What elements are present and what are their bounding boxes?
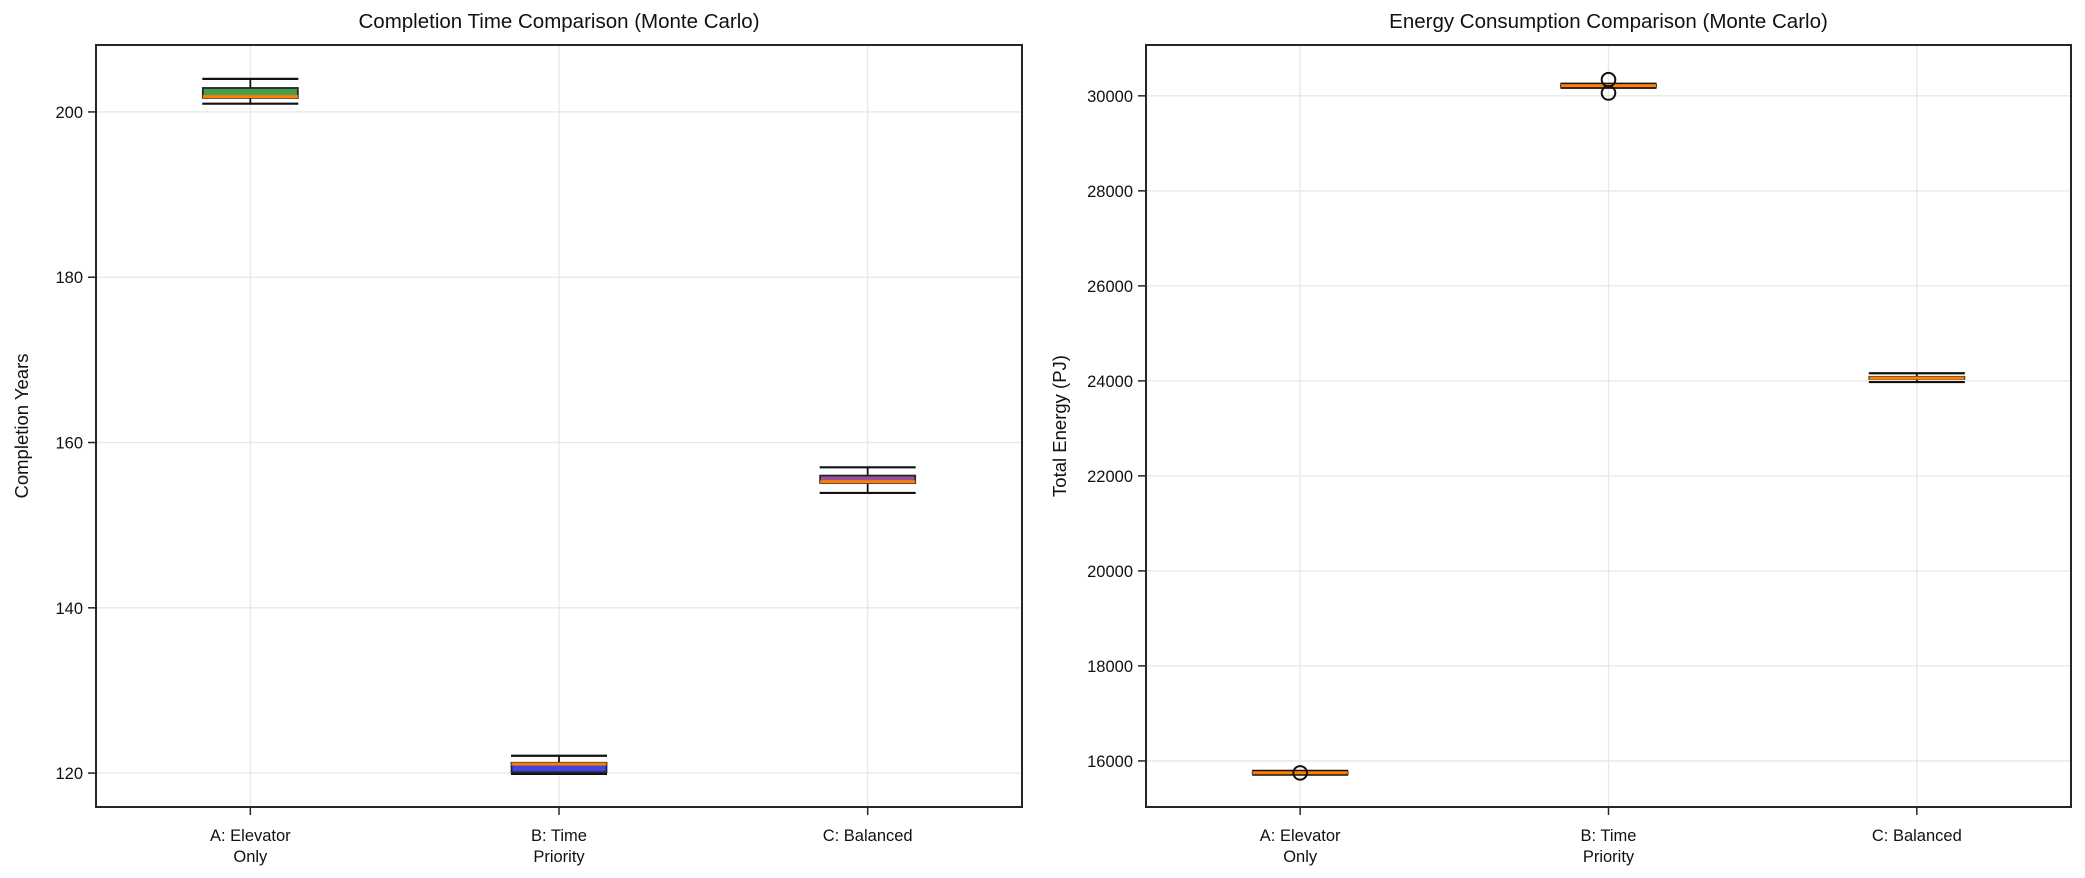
right-chart: 16000 18000 20000 22000 24000 26000 28000 30000… (1087, 44, 2072, 866)
y-tick-label: 16000 (1087, 753, 1133, 771)
y-tick-label: 26000 (1087, 278, 1133, 296)
y-tick-label: 180 (55, 269, 83, 287)
y-tick-label: 160 (55, 435, 83, 453)
y-tick-label: 140 (55, 600, 83, 618)
x-tick-label: B: Time Priority (1581, 827, 1637, 866)
y-tick-label: 30000 (1087, 88, 1133, 106)
y-tick-label: 22000 (1087, 468, 1133, 486)
boxplot-b (510, 754, 608, 776)
outlier-marker (1292, 765, 1308, 781)
outlier-marker (1600, 85, 1617, 101)
y-tick-label: 18000 (1087, 658, 1133, 676)
boxplot-c (1868, 372, 1966, 384)
x-tick-label: B: Time Priority (531, 827, 587, 866)
left-chart-title: Completion Time Comparison (Monte Carlo) (358, 10, 760, 33)
y-tick-label: 24000 (1087, 373, 1133, 391)
y-tick-label: 200 (55, 104, 83, 122)
boxplot-a (201, 77, 299, 105)
axes-spines (95, 44, 1023, 808)
boxplot-b (1560, 71, 1657, 101)
left-chart: 120 140 160 180 200 A: Elevator Only B: Time Pri… (55, 44, 1023, 866)
x-tick-label: C: Balanced (1872, 827, 1962, 845)
x-tick-label: C: Balanced (823, 827, 913, 845)
axes-spines (1145, 44, 2072, 808)
x-tick-label: A: Elevator Only (1260, 827, 1341, 866)
y-tick-label: 120 (55, 765, 83, 783)
x-tick-label: A: Elevator Only (210, 827, 291, 866)
right-chart-title: Energy Consumption Comparison (Monte Car… (1389, 10, 1828, 33)
boxplot-c (819, 466, 917, 495)
boxplot-a (1251, 765, 1349, 781)
y-tick-label: 28000 (1087, 183, 1133, 201)
y-tick-label: 20000 (1087, 563, 1133, 581)
